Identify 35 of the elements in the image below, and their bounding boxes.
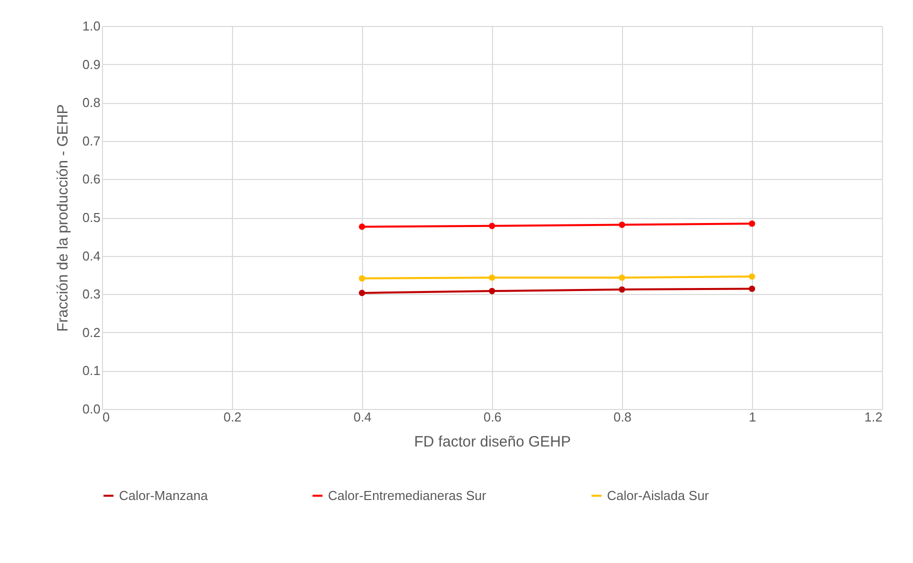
y-tick-label: 0.7 (82, 133, 100, 148)
x-tick-label: 1.2 (864, 410, 882, 424)
point (618, 286, 626, 293)
point (748, 286, 756, 292)
y-tick-label: 1.0 (82, 18, 100, 34)
x-tick-label: 1 (748, 410, 756, 424)
point (748, 273, 756, 280)
y-axis-title: Fracción de la producción - GEHP (54, 104, 72, 332)
x-tick-label: 0.6 (483, 410, 502, 424)
legend-label: Calor-Entremedianeras Sur (328, 488, 487, 503)
legend-label: Calor-Manzana (119, 488, 209, 503)
x-tick-label: 0.4 (353, 410, 372, 424)
y-tick-label: 0.0 (82, 402, 100, 416)
legend-label: Calor-Aislada Sur (607, 488, 710, 503)
point (618, 222, 626, 228)
y-tick-label: 0.5 (82, 210, 100, 225)
x-tick-label: 0.8 (613, 410, 632, 424)
y-tick-label: 0.4 (82, 248, 100, 264)
y-tick-label: 0.1 (82, 363, 100, 378)
x-tick-label: 0 (102, 410, 110, 424)
point (748, 220, 756, 227)
x-tick-label: 0.2 (223, 410, 242, 424)
y-tick-label: 0.2 (82, 324, 100, 340)
point (488, 274, 496, 281)
y-tick-label: 0.6 (82, 172, 100, 187)
point (618, 274, 626, 281)
point (488, 222, 496, 230)
point (358, 275, 366, 282)
y-tick-label: 0.3 (82, 286, 100, 302)
point (488, 288, 496, 294)
x-axis-title: FD factor diseño GEHP (414, 434, 571, 450)
point (358, 224, 366, 230)
y-tick-label: 0.8 (82, 95, 100, 110)
y-tick-label: 0.9 (82, 56, 100, 72)
point (358, 290, 366, 296)
